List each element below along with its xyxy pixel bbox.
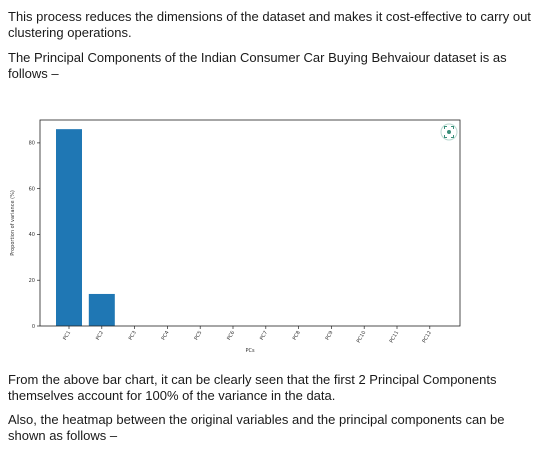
x-tick-label: PC12 <box>421 330 433 344</box>
x-tick-label: PC1 <box>62 330 72 341</box>
x-tick-label: PC7 <box>259 330 269 341</box>
x-tick-label: PC11 <box>389 330 401 344</box>
x-tick-label: PC3 <box>128 330 138 341</box>
plot-frame <box>39 119 461 327</box>
x-axis-label: PCs <box>245 348 255 354</box>
bar-pc1 <box>56 129 82 326</box>
y-tick-label: 40 <box>29 232 35 238</box>
x-tick-label: PC6 <box>226 330 236 341</box>
x-tick-label: PC4 <box>161 330 171 341</box>
y-tick-label: 0 <box>32 324 35 330</box>
intro-paragraph: This process reduces the dimensions of t… <box>8 9 531 40</box>
x-tick-label: PC2 <box>95 330 105 341</box>
screenshot-icon[interactable] <box>440 123 458 141</box>
pca-intro-paragraph: The Principal Components of the Indian C… <box>8 50 507 81</box>
x-tick-label: PC8 <box>292 330 302 341</box>
conclusion-paragraph: From the above bar chart, it can be clea… <box>8 372 497 403</box>
y-tick-label: 60 <box>29 186 35 192</box>
y-tick-label: 80 <box>29 141 35 147</box>
x-tick-label: PC5 <box>193 330 203 341</box>
pca-variance-chart: Proportion of variance (%) 0 20 40 60 80 PC1… <box>0 112 542 370</box>
bar-pc2 <box>88 293 115 326</box>
heatmap-intro-paragraph: Also, the heatmap between the original v… <box>8 412 505 443</box>
x-tick-label: PC10 <box>356 330 368 344</box>
y-axis-label: Proportion of variance (%) <box>10 190 16 256</box>
chart-svg: Proportion of variance (%) 0 20 40 60 80 PC1… <box>10 119 461 354</box>
y-tick-label: 20 <box>29 278 35 284</box>
x-tick-label: PC9 <box>325 330 335 341</box>
